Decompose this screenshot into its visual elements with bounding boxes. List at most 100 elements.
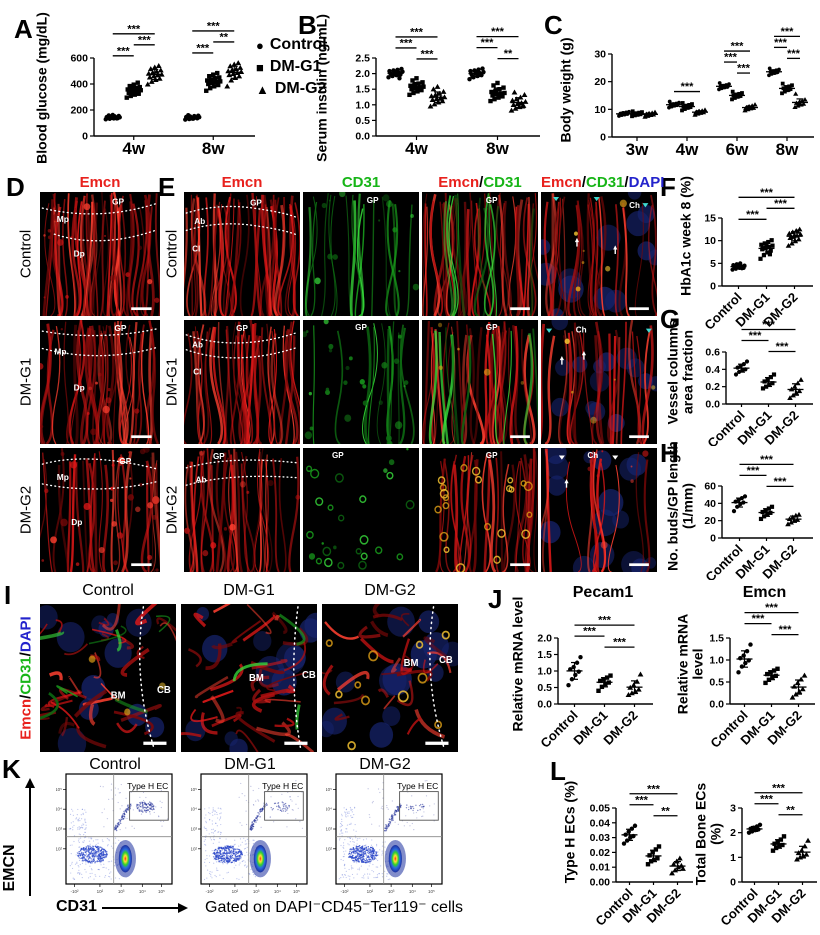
legend-item-control: ● Control bbox=[256, 36, 327, 54]
panel-f-plot: 0 5 10 15 *** *** *** Control DM-G1 DM-G2 bbox=[696, 180, 816, 335]
svg-text:5: 5 bbox=[710, 258, 716, 270]
svg-text:***: *** bbox=[760, 454, 774, 466]
svg-text:Cl: Cl bbox=[192, 243, 200, 253]
svg-text:BM: BM bbox=[249, 673, 264, 684]
svg-text:Dp: Dp bbox=[71, 517, 82, 527]
svg-text:0: 0 bbox=[600, 132, 606, 144]
header-part: / bbox=[17, 694, 35, 699]
micrograph-d-control: GP Mp Dp bbox=[40, 192, 160, 316]
svg-text:***: *** bbox=[760, 187, 774, 199]
svg-text:10²: 10² bbox=[232, 889, 239, 894]
svg-text:10³: 10³ bbox=[388, 889, 395, 894]
svg-text:10⁵: 10⁵ bbox=[293, 889, 300, 894]
svg-text:10⁵: 10⁵ bbox=[428, 889, 435, 894]
svg-text:10³: 10³ bbox=[118, 889, 125, 894]
svg-text:8w: 8w bbox=[486, 139, 509, 158]
panel-e-row-label-control: Control bbox=[163, 229, 181, 279]
svg-text:0.02: 0.02 bbox=[590, 847, 611, 859]
header-part: Emcn bbox=[17, 698, 35, 740]
micrograph-d-dm-g2: GP Mp Dp bbox=[40, 448, 160, 572]
svg-text:10²: 10² bbox=[56, 846, 62, 851]
svg-text:GP: GP bbox=[250, 197, 262, 207]
panel-l-plot-total-bone: 0 1 2 3 *** *** ** Control DM-G1 DM-G2 bbox=[717, 766, 820, 935]
svg-text:BM: BM bbox=[404, 658, 419, 669]
svg-text:10⁴: 10⁴ bbox=[191, 807, 197, 812]
svg-text:Dp: Dp bbox=[74, 248, 85, 258]
svg-text:***: *** bbox=[747, 465, 761, 477]
panel-f-ylabel: HbA1c week 8 (%) bbox=[677, 176, 694, 296]
panel-l-letter: L bbox=[550, 756, 566, 786]
svg-text:GP: GP bbox=[486, 450, 498, 460]
svg-text:2.0: 2.0 bbox=[355, 68, 370, 80]
panel-j-letter: J bbox=[488, 584, 503, 614]
svg-text:Type H EC: Type H EC bbox=[262, 781, 303, 791]
svg-text:1.0: 1.0 bbox=[355, 99, 370, 111]
legend-label: DM-G1 bbox=[269, 58, 322, 75]
svg-text:GP: GP bbox=[112, 196, 124, 206]
svg-text:10⁴: 10⁴ bbox=[326, 807, 332, 812]
panel-e-header-emcn-cd31: Emcn/CD31 bbox=[422, 174, 538, 191]
svg-text:***: *** bbox=[400, 37, 414, 49]
svg-text:10⁵: 10⁵ bbox=[158, 889, 165, 894]
svg-text:10⁵: 10⁵ bbox=[326, 787, 332, 792]
header-part: CD31 bbox=[341, 174, 381, 191]
svg-text:200: 200 bbox=[70, 105, 88, 117]
micrograph-e-control-emcn: GP Ab Cl bbox=[184, 192, 300, 316]
header-part: / bbox=[17, 652, 35, 657]
svg-text:***: *** bbox=[774, 37, 788, 49]
svg-text:0.04: 0.04 bbox=[590, 817, 611, 829]
panel-l2-ylabel: Total Bone ECs (%) bbox=[692, 782, 723, 886]
svg-text:GP: GP bbox=[236, 323, 248, 333]
svg-text:10⁴: 10⁴ bbox=[56, 807, 62, 812]
svg-text:0.0: 0.0 bbox=[537, 699, 552, 711]
panel-k-letter: K bbox=[2, 754, 21, 784]
panel-a-plot: 0 200 400 600 *** *** *** 4w *** ** *** 8w bbox=[58, 14, 258, 171]
svg-text:0: 0 bbox=[82, 131, 88, 143]
svg-text:-10²: -10² bbox=[70, 889, 79, 894]
panel-d-letter: D bbox=[6, 172, 25, 202]
svg-text:10: 10 bbox=[704, 235, 716, 247]
svg-text:***: *** bbox=[207, 20, 221, 32]
svg-text:0.5: 0.5 bbox=[355, 115, 370, 127]
legend-item-dm-g2: ▲ DM-G2 bbox=[256, 80, 327, 98]
svg-text:***: *** bbox=[749, 330, 763, 342]
micrograph-e-control-merge: GP bbox=[422, 192, 538, 316]
header-part: / bbox=[624, 174, 629, 191]
panel-k-caption: Gated on DAPI⁻CD45⁻Ter119⁻ cells bbox=[205, 899, 464, 916]
svg-text:GP: GP bbox=[119, 456, 131, 466]
svg-text:***: *** bbox=[760, 793, 774, 805]
circle-marker-icon: ● bbox=[256, 37, 264, 53]
panel-d-row-label-control: Control bbox=[17, 229, 35, 279]
legend-label: Control bbox=[269, 36, 327, 53]
header-part: CD31 bbox=[483, 174, 522, 191]
svg-text:***: *** bbox=[635, 794, 649, 806]
svg-text:***: *** bbox=[647, 783, 661, 795]
svg-text:10²: 10² bbox=[97, 889, 104, 894]
svg-text:10⁵: 10⁵ bbox=[191, 787, 197, 792]
triangle-marker-icon: ▲ bbox=[256, 81, 269, 97]
svg-text:***: *** bbox=[127, 23, 141, 35]
panel-j-title-emcn: Emcn bbox=[742, 584, 787, 601]
panel-i-title-control: Control bbox=[82, 582, 134, 599]
svg-text:60: 60 bbox=[704, 481, 716, 493]
svg-text:10³: 10³ bbox=[253, 889, 260, 894]
cd31-axis-arrow bbox=[102, 903, 188, 913]
micrograph-e-dm-g1-merge-dapi: Ch bbox=[541, 320, 657, 444]
svg-text:15: 15 bbox=[704, 213, 716, 225]
svg-text:Ch: Ch bbox=[587, 450, 598, 460]
svg-text:**: ** bbox=[661, 805, 670, 817]
svg-text:***: *** bbox=[774, 476, 788, 488]
svg-text:***: *** bbox=[421, 48, 435, 60]
svg-text:10⁴: 10⁴ bbox=[409, 889, 416, 894]
micrograph-i-dm-g1: BM CB bbox=[181, 604, 317, 752]
svg-text:Cl: Cl bbox=[193, 366, 201, 376]
panel-e-header-emcn-cd31-dapi: Emcn/CD31/DAPI bbox=[541, 174, 664, 191]
panel-l1-ylabel: Type H ECs (%) bbox=[561, 780, 578, 884]
legend-item-dm-g1: ■ DM-G1 bbox=[256, 58, 327, 76]
svg-text:400: 400 bbox=[70, 79, 88, 91]
svg-text:Control: Control bbox=[537, 708, 580, 750]
svg-text:GP: GP bbox=[355, 322, 367, 332]
svg-text:Mp: Mp bbox=[57, 472, 69, 482]
panel-a-legend: ● Control ■ DM-G1 ▲ DM-G2 bbox=[256, 36, 327, 98]
svg-text:Ch: Ch bbox=[576, 324, 587, 334]
